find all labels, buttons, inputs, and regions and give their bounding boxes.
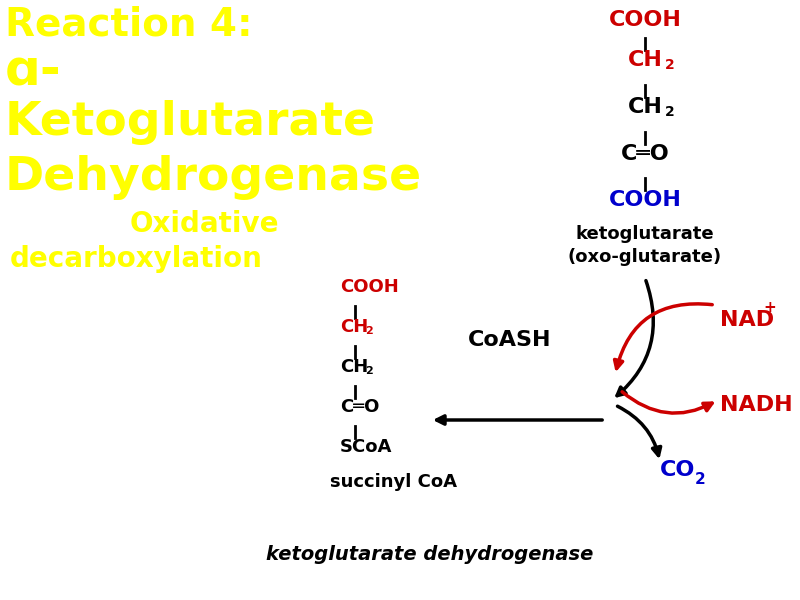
Text: COOH: COOH (340, 278, 398, 296)
Text: CO: CO (660, 460, 695, 480)
Text: +: + (763, 300, 776, 315)
Text: NAD: NAD (720, 310, 774, 330)
Text: ketoglutarate dehydrogenase: ketoglutarate dehydrogenase (266, 545, 594, 564)
Text: 2: 2 (665, 58, 674, 72)
Text: 2: 2 (665, 105, 674, 119)
Text: (oxo-glutarate): (oxo-glutarate) (568, 248, 722, 266)
Text: CoASH: CoASH (468, 330, 552, 350)
Text: COOH: COOH (609, 190, 682, 210)
Text: CH: CH (627, 50, 662, 70)
Text: Dehydrogenase: Dehydrogenase (5, 155, 422, 200)
Text: ketoglutarate: ketoglutarate (576, 225, 714, 243)
Text: CH: CH (340, 318, 368, 336)
Text: C═O: C═O (621, 144, 670, 164)
Text: COOH: COOH (609, 10, 682, 30)
Text: 2: 2 (695, 472, 706, 487)
Text: Oxidative: Oxidative (130, 210, 279, 238)
Text: decarboxylation: decarboxylation (10, 245, 263, 273)
Text: 2: 2 (365, 366, 373, 376)
Text: Reaction 4:: Reaction 4: (5, 5, 253, 43)
Text: Ketoglutarate: Ketoglutarate (5, 100, 376, 145)
Text: CH: CH (340, 358, 368, 376)
Text: NADH: NADH (720, 395, 793, 415)
Text: CH: CH (627, 97, 662, 117)
Text: C═O: C═O (340, 398, 379, 416)
Text: ɑ-: ɑ- (5, 48, 62, 96)
Text: 2: 2 (365, 326, 373, 336)
Text: succinyl CoA: succinyl CoA (330, 473, 457, 491)
Text: SCoA: SCoA (340, 438, 392, 456)
